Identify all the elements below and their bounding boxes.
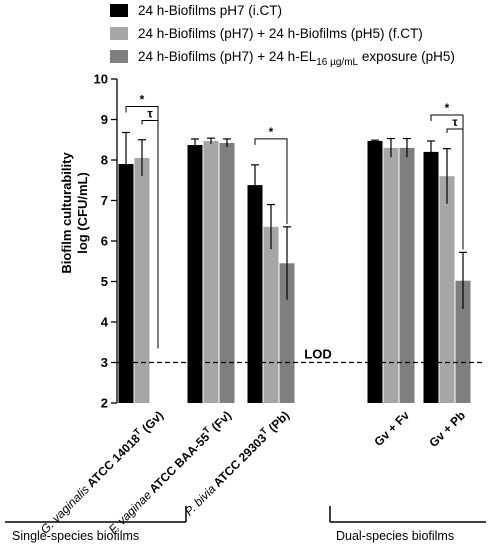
bar-pb-s1 [263,226,279,403]
y-tick-label-9: 9 [101,112,108,127]
legend-label-el16-prefix: 24 h-Biofilms (pH7) + 24 h-EL [138,49,317,64]
y-tick-label-4: 4 [101,315,109,330]
bar-pb-s0 [247,185,263,403]
bar-gvpb-s2 [455,280,471,403]
bar-fv-s1 [203,140,219,403]
legend-label-el16-suffix: exposure (pH5) [358,49,455,64]
bar-gvfv-s1 [383,147,399,403]
bar-gv-s1 [134,157,150,403]
group-dual-species-label: Dual-species biofilms [336,529,454,543]
category-label-fv-sup: T [201,424,212,435]
legend: 24 h-Biofilms pH7 (i.CT) 24 h-Biofilms (… [110,3,455,68]
group-single-species-label: Single-species biofilms [12,529,139,543]
group-dual-species: Dual-species biofilms [329,506,486,543]
category-label-pb-sup: T [258,425,269,436]
sig-label-gv-0: * [140,92,145,106]
category-label-gv-strain: ATCC 14018 [82,431,143,492]
sig-bracket-gvpb-4 [446,128,464,250]
sig-label-gvpb-3: * [445,101,450,115]
bar-fv-s2 [219,142,235,404]
y-tick-label-3: 3 [101,355,108,370]
error-bars [122,131,467,310]
y-axis-title-line1: Biofilm culturability [59,152,74,274]
legend-label-el16-sub: 16 µg/mL [316,57,358,68]
legend-swatch-ict [110,4,128,17]
bar-gvfv-s0 [367,140,383,403]
group-single-species: Single-species biofilms [5,506,187,543]
y-tick-label-8: 8 [101,153,108,168]
category-label-gvfv: Gv + Fv [371,408,412,449]
category-label-gvpb: Gv + Pb [426,408,468,450]
y-tick-label-10: 10 [94,72,108,87]
legend-entry-fct: 24 h-Biofilms (pH7) + 24 h-Biofilms (pH5… [110,26,423,41]
legend-label-el16: 24 h-Biofilms (pH7) + 24 h-EL16 µg/mL ex… [138,49,455,68]
bar-gvfv-s2 [399,147,415,403]
category-label-gv-abbr: (Gv) [137,408,166,437]
legend-entry-ict: 24 h-Biofilms pH7 (i.CT) [110,3,282,18]
bar-gv-s0 [118,164,134,403]
legend-swatch-el16 [110,50,128,63]
y-tick-label-2: 2 [101,396,108,411]
sig-label-gvpb-4: τ [452,115,458,129]
y-tick-label-7: 7 [101,193,108,208]
category-label-pb-strain: ATCC 29303 [209,431,270,492]
y-tick-label-6: 6 [101,234,108,249]
sig-label-gv-1: τ [147,106,153,120]
bar-gvpb-s1 [439,176,455,403]
bar-gvpb-s0 [423,151,439,403]
y-tick-label-5: 5 [101,274,108,289]
lod-label: LOD [304,347,331,362]
bar-fv-s0 [187,145,203,403]
legend-swatch-fct [110,27,128,40]
category-label-gv-sup: T [132,426,143,437]
bar-pb-s2 [279,263,295,403]
significance-brackets: *τ**τ [125,92,464,349]
bars [118,140,471,404]
category-label-pb-abbr: (Pb) [263,408,292,437]
category-label-gv: G. vaginalis ATCC 14018T (Gv) [36,407,166,537]
category-label-fv: F. vaginae ATCC BAA-55T (Fv) [104,407,234,537]
sig-bracket-pb-2 [254,138,288,224]
category-label-pb: P. bivia ATCC 29303T (Pb) [180,407,292,519]
legend-label-ict: 24 h-Biofilms pH7 (i.CT) [138,3,282,18]
legend-entry-el16: 24 h-Biofilms (pH7) + 24 h-EL16 µg/mL ex… [110,49,455,68]
sig-label-pb-2: * [269,125,274,139]
legend-label-fct: 24 h-Biofilms (pH7) + 24 h-Biofilms (pH5… [138,26,423,41]
sig-bracket-gv-1 [141,119,159,349]
y-axis-title-line2: log (CFU/mL) [75,172,90,254]
y-ticks: 2 3 4 5 6 7 8 9 10 [94,72,117,411]
